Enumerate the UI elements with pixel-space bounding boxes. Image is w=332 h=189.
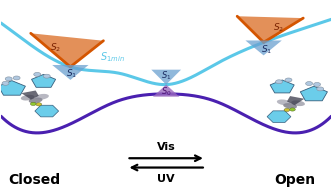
Circle shape — [276, 80, 283, 84]
Circle shape — [5, 77, 12, 81]
Ellipse shape — [291, 100, 305, 106]
Circle shape — [13, 76, 20, 80]
Circle shape — [290, 108, 295, 111]
Circle shape — [306, 82, 313, 85]
Text: $S_2$: $S_2$ — [50, 42, 61, 54]
Polygon shape — [270, 80, 294, 93]
Polygon shape — [153, 85, 179, 97]
Polygon shape — [151, 70, 181, 85]
Polygon shape — [32, 74, 56, 87]
Text: $S_0$: $S_0$ — [161, 85, 172, 98]
Text: Vis: Vis — [157, 142, 176, 152]
Circle shape — [285, 78, 292, 82]
Text: $S_1$: $S_1$ — [261, 43, 273, 56]
Text: Open: Open — [275, 173, 315, 187]
Polygon shape — [35, 105, 59, 117]
Ellipse shape — [283, 103, 297, 109]
Circle shape — [34, 72, 41, 76]
Polygon shape — [237, 16, 303, 42]
Text: $S_1$: $S_1$ — [66, 67, 78, 80]
Circle shape — [284, 108, 290, 112]
Text: Closed: Closed — [8, 173, 60, 187]
Ellipse shape — [21, 95, 35, 101]
Circle shape — [31, 102, 36, 105]
Circle shape — [313, 82, 320, 86]
Polygon shape — [31, 33, 103, 67]
Circle shape — [36, 103, 42, 106]
Text: $S_1$: $S_1$ — [161, 70, 171, 82]
Polygon shape — [0, 81, 26, 95]
Ellipse shape — [277, 99, 290, 105]
Polygon shape — [267, 111, 291, 122]
Text: UV: UV — [157, 174, 175, 184]
Polygon shape — [245, 40, 282, 55]
Polygon shape — [52, 65, 89, 80]
Circle shape — [317, 87, 324, 91]
Ellipse shape — [29, 98, 42, 103]
Polygon shape — [21, 91, 39, 99]
Text: $S_{1min}$: $S_{1min}$ — [100, 50, 125, 64]
Polygon shape — [300, 86, 327, 101]
Polygon shape — [287, 96, 304, 105]
Ellipse shape — [35, 94, 49, 100]
Circle shape — [43, 74, 50, 78]
Text: $S_2$: $S_2$ — [273, 21, 284, 34]
Circle shape — [2, 81, 9, 85]
